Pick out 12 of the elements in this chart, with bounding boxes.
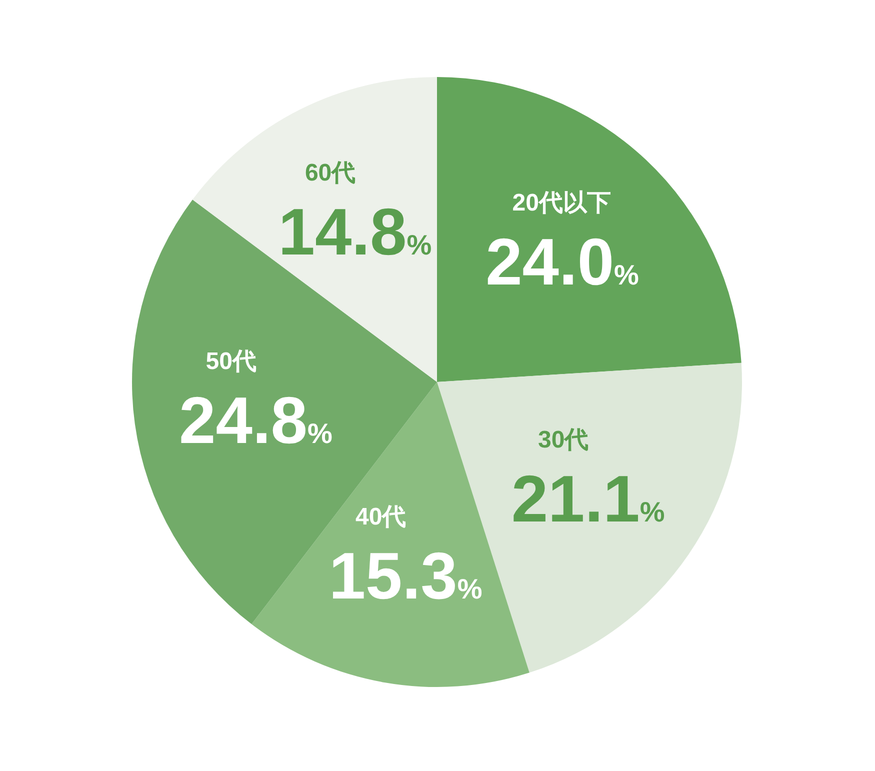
data-label: 24.8% — [179, 383, 333, 458]
data-label: 21.1% — [511, 461, 665, 536]
slice-label: 40代 — [356, 503, 406, 530]
slice-label: 50代 — [206, 348, 256, 376]
data-label: 24.0% — [486, 224, 640, 299]
slice-label: 60代 — [304, 159, 356, 186]
slice-label: 20代以下 — [512, 190, 611, 217]
slice-label: 30代 — [538, 426, 589, 454]
data-label: 14.8% — [278, 194, 432, 268]
pie-slice — [437, 77, 742, 382]
pie-slice — [192, 77, 437, 382]
data-label: 15.3% — [328, 538, 482, 612]
